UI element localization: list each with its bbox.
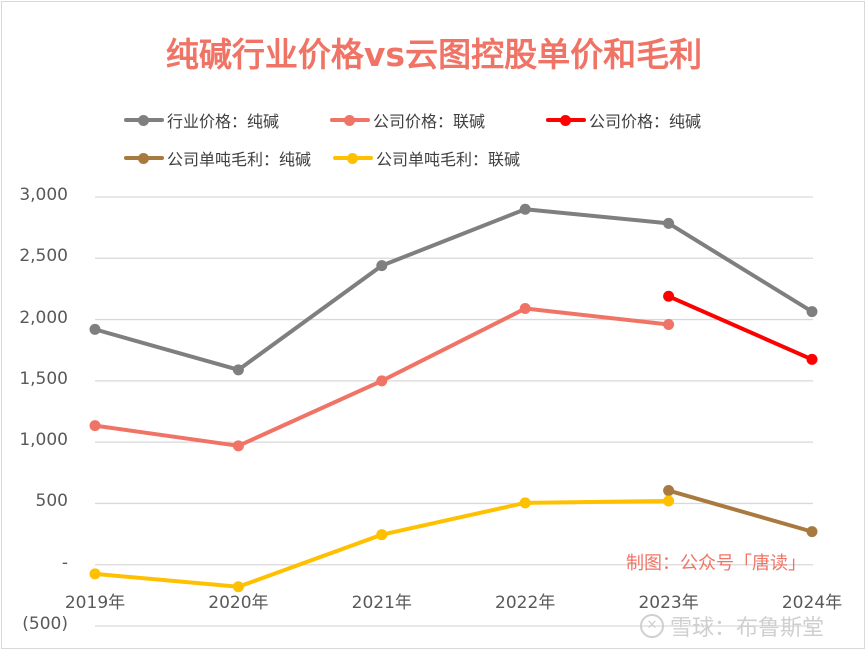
legend-item: 行业价格：纯碱	[124, 108, 279, 132]
x-tick-label: 2021年	[351, 592, 412, 613]
legend-label: 公司单吨毛利：联碱	[376, 150, 521, 169]
y-tick-label: (500)	[22, 614, 68, 634]
legend-label: 公司单吨毛利：纯碱	[167, 150, 312, 169]
data-point	[89, 420, 101, 432]
data-point	[519, 303, 531, 315]
legend-marker-icon	[333, 152, 373, 164]
data-point	[663, 217, 675, 229]
y-tick-label: 2,000	[19, 307, 68, 328]
data-point	[663, 485, 675, 497]
series-2	[663, 290, 818, 365]
x-tick-label: 2020年	[208, 592, 269, 613]
legend-item: 公司单吨毛利：联碱	[333, 146, 520, 170]
x-tick-label: 2022年	[495, 592, 556, 613]
snowball-logo-icon: ✕	[640, 614, 664, 638]
data-point	[663, 318, 675, 330]
x-tick-label: 2019年	[64, 592, 126, 613]
data-point	[232, 440, 244, 452]
legend-marker-icon	[124, 114, 164, 126]
series-1	[89, 303, 675, 452]
legend-label: 公司价格：联碱	[373, 112, 486, 131]
data-point	[806, 353, 818, 365]
data-point	[376, 260, 388, 272]
y-tick-label: 3,000	[19, 185, 68, 205]
data-point	[519, 497, 531, 509]
source-annotation: 制图：公众号「唐读」	[626, 553, 806, 574]
x-tick-label: 2024年	[781, 592, 843, 613]
watermark-text: 雪球：布鲁斯堂	[670, 616, 825, 641]
data-point	[232, 581, 244, 593]
data-point	[232, 364, 244, 376]
legend-label: 行业价格：纯碱	[167, 112, 280, 131]
y-tick-label: -	[61, 552, 68, 573]
y-tick-label: 1,000	[19, 430, 68, 451]
legend-label: 公司价格：纯碱	[589, 112, 702, 131]
series-line	[666, 294, 814, 362]
chart-title: 纯碱行业价格vs云图控股单价和毛利	[165, 35, 703, 74]
legend-marker-icon	[124, 152, 164, 164]
series-line	[93, 207, 814, 372]
data-point	[89, 323, 101, 335]
y-tick-label: 500	[35, 491, 68, 512]
series-4	[89, 495, 675, 593]
data-point	[806, 306, 818, 318]
legend-marker-icon	[330, 114, 370, 126]
legend-marker-icon	[546, 114, 586, 126]
series-line	[666, 488, 814, 534]
data-point	[519, 203, 531, 215]
data-point	[806, 526, 818, 538]
data-point	[663, 290, 675, 302]
legend-item: 公司价格：联碱	[330, 108, 485, 132]
legend-item: 公司单吨毛利：纯碱	[124, 146, 311, 170]
data-point	[376, 529, 388, 541]
data-point	[663, 495, 675, 507]
x-tick-label: 2023年	[638, 592, 699, 613]
data-point	[376, 375, 388, 387]
legend-item: 公司价格：纯碱	[546, 108, 701, 132]
watermark: ✕ 雪球：布鲁斯堂	[640, 610, 824, 642]
series-line	[93, 498, 671, 589]
data-point	[89, 568, 101, 580]
y-tick-label: 2,500	[19, 246, 68, 267]
series-3	[663, 485, 818, 538]
series-0	[89, 203, 818, 376]
y-tick-label: 1,500	[19, 368, 68, 389]
